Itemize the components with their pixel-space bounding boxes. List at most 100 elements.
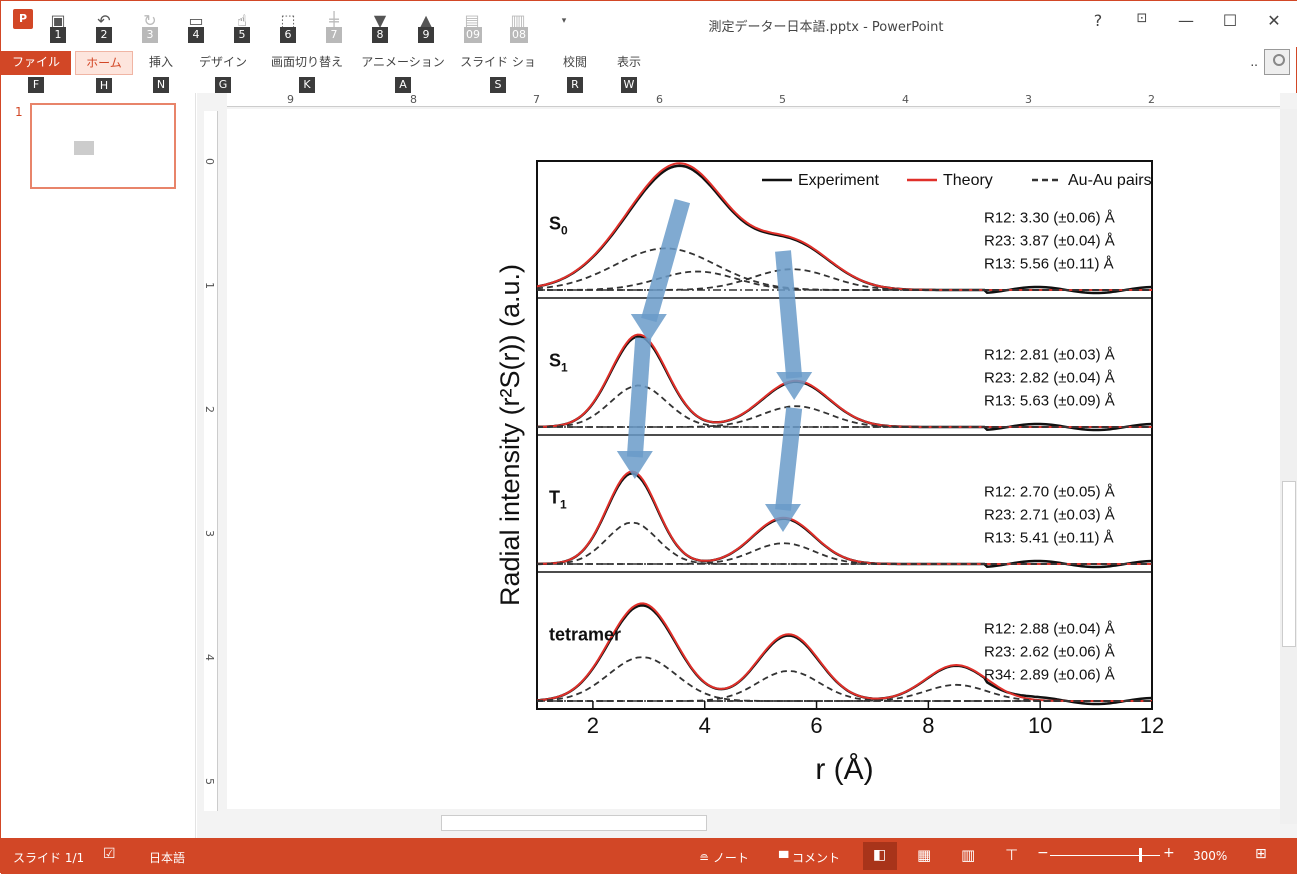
theory-line (537, 470, 1152, 565)
avatar[interactable] (1264, 49, 1290, 75)
tab-insert[interactable]: 挿入 N (148, 55, 173, 93)
language-indicator[interactable]: 日本語 (149, 851, 186, 865)
zoom-in-button[interactable]: + (1163, 845, 1175, 861)
pair-distance-label: R13: 5.41 (±0.11) Å (984, 530, 1114, 547)
tab-view[interactable]: 表示 W (616, 55, 641, 93)
slide-thumbnail[interactable] (30, 103, 176, 189)
vertical-scrollbar[interactable] (1280, 109, 1297, 824)
legend-entry: Au-Au pairs (1068, 172, 1152, 189)
ruler-label: 0 (203, 158, 216, 165)
qat-redo-button[interactable]: ↻ 3 (139, 9, 185, 47)
qat-customize-button[interactable]: ▾ (553, 9, 573, 47)
title-bar: P ▣ 1 ↶ 2 ↻ 3 ▭ 4 ☝ 5 ⬚ 6 ╪ 7 ▼ 8 ▲ 9 ▤ 09 ▥ 08 ▾ 測… (1, 1, 1297, 47)
tab-home[interactable]: ホーム H (75, 51, 133, 94)
close-icon[interactable]: ✕ (1267, 11, 1281, 30)
notes-button[interactable]: ≘ ノート (699, 851, 749, 865)
theory-line (536, 333, 1152, 428)
normal-view-button[interactable]: ◧ (863, 842, 897, 870)
slide[interactable]: S0 R12: 3.30 (±0.06) Å R23: 3.87 (±0.04) Å… (227, 109, 1280, 809)
x-axis-label: r (Å) (815, 753, 873, 786)
legend-entry: Experiment (798, 172, 879, 189)
tab-file[interactable]: ファイル F (1, 51, 71, 93)
ribbon-display-options-icon[interactable]: ⊡ (1136, 11, 1148, 26)
tab-review[interactable]: 校閲 R (562, 55, 587, 93)
x-tick-label: 2 (587, 713, 599, 738)
notes-icon: ≘ (699, 851, 713, 865)
transition-arrow-shaft (641, 198, 691, 323)
tab-design[interactable]: デザイン G (198, 55, 247, 93)
zoom-out-button[interactable]: − (1037, 845, 1049, 861)
qat-group-button[interactable]: ▤ 09 (461, 9, 507, 47)
reading-view-icon[interactable]: ▥ (961, 846, 976, 864)
minimize-icon[interactable]: — (1178, 11, 1194, 30)
qat-undo-button[interactable]: ↶ 2 (93, 9, 139, 47)
panel-label: tetramer (549, 625, 621, 645)
shapes-icon: ⬚ (280, 11, 296, 30)
spellcheck-icon[interactable]: ☑ (103, 846, 116, 862)
au-au-pair-line (537, 683, 1152, 702)
fit-to-window-icon[interactable]: ⊞ (1255, 846, 1267, 862)
vertical-scroll-thumb[interactable] (1282, 481, 1296, 647)
transition-arrow-head (630, 314, 667, 342)
transition-arrow-head (616, 451, 653, 479)
ruler-label: 4 (203, 654, 216, 661)
qat-save-button[interactable]: ▣ 1 (47, 9, 93, 47)
ruler-label: 7 (533, 93, 540, 106)
powerpoint-logo-icon: P (13, 9, 33, 29)
x-tick-label: 12 (1140, 713, 1164, 738)
qat-bring-front-button[interactable]: ▲ 9 (415, 9, 461, 47)
present-icon: ▭ (188, 11, 204, 30)
qat-align-button[interactable]: ╪ 7 (323, 9, 369, 47)
comments-button[interactable]: ▀ コメント (779, 851, 841, 865)
horizontal-scroll-thumb[interactable] (441, 815, 707, 831)
pair-distance-label: R13: 5.56 (±0.11) Å (984, 256, 1114, 273)
horizontal-ruler: 9 8 7 6 5 4 3 2 (227, 93, 1280, 107)
theory-line (536, 162, 1152, 291)
ruler-label: 2 (203, 406, 216, 413)
tab-slideshow[interactable]: スライド ショーS (460, 55, 536, 93)
send-back-icon: ▼ (373, 11, 387, 30)
qat-present-button[interactable]: ▭ 4 (185, 9, 231, 47)
ruler-label: 3 (203, 530, 216, 537)
tab-animations[interactable]: アニメーション A (361, 55, 445, 93)
transition-arrow-shaft (626, 337, 652, 458)
qat-send-back-button[interactable]: ▼ 8 (369, 9, 415, 47)
qat-shapes-button[interactable]: ⬚ 6 (277, 9, 323, 47)
bring-front-icon: ▲ (419, 11, 433, 30)
transition-arrow-head (765, 504, 801, 532)
ruler-label: 1 (203, 282, 216, 289)
maximize-icon[interactable]: ☐ (1222, 11, 1238, 30)
slide-thumbnail-number: 1 (15, 105, 23, 119)
align-icon: ╪ (329, 11, 339, 30)
ribbon-tabs: ファイル F ホーム H 挿入 N デザイン G 画面切り替え K アニメーション A スラ… (1, 47, 1297, 94)
slide-thumbnails-pane: 1 (1, 93, 196, 838)
pair-distance-label: R12: 2.70 (±0.05) Å (984, 484, 1115, 501)
panel-label: S0 (549, 214, 568, 238)
radial-intensity-chart[interactable]: S0 R12: 3.30 (±0.06) Å R23: 3.87 (±0.04) Å… (467, 129, 1247, 809)
pair-distance-label: R23: 3.87 (±0.04) Å (984, 233, 1115, 250)
tab-transitions[interactable]: 画面切り替え K (270, 55, 343, 93)
ruler-label: 4 (902, 93, 909, 106)
ruler-label: 6 (656, 93, 663, 106)
zoom-level[interactable]: 300% (1193, 849, 1228, 863)
zoom-slider[interactable] (1050, 855, 1160, 856)
qat-ungroup-button[interactable]: ▥ 08 (507, 9, 553, 47)
slide-counter: スライド 1/1 (13, 851, 85, 865)
slideshow-view-icon[interactable]: ⊤ (1005, 846, 1019, 864)
x-tick-label: 6 (810, 713, 822, 738)
status-bar: スライド 1/1 ☑ 日本語 ≘ ノート ▀ コメント ◧ ▦ ▥ ⊤ − + … (1, 838, 1297, 874)
transition-arrow-head (776, 372, 813, 400)
zoom-slider-knob[interactable] (1139, 848, 1142, 862)
normal-view-icon: ◧ (873, 847, 887, 863)
account-menu[interactable]: .. (1250, 55, 1258, 69)
ruler-label: 9 (287, 93, 294, 106)
help-button[interactable]: ? (1093, 11, 1103, 30)
quick-access-toolbar: ▣ 1 ↶ 2 ↻ 3 ▭ 4 ☝ 5 ⬚ 6 ╪ 7 ▼ 8 ▲ 9 ▤ 09 ▥ 08 ▾ (47, 9, 573, 47)
group-icon: ▤ (464, 11, 480, 30)
pair-distance-label: R23: 2.71 (±0.03) Å (984, 507, 1115, 524)
qat-touch-mode-button[interactable]: ☝ 5 (231, 9, 277, 47)
pair-distance-label: R12: 3.30 (±0.06) Å (984, 210, 1115, 227)
slide-sorter-icon[interactable]: ▦ (917, 846, 932, 864)
